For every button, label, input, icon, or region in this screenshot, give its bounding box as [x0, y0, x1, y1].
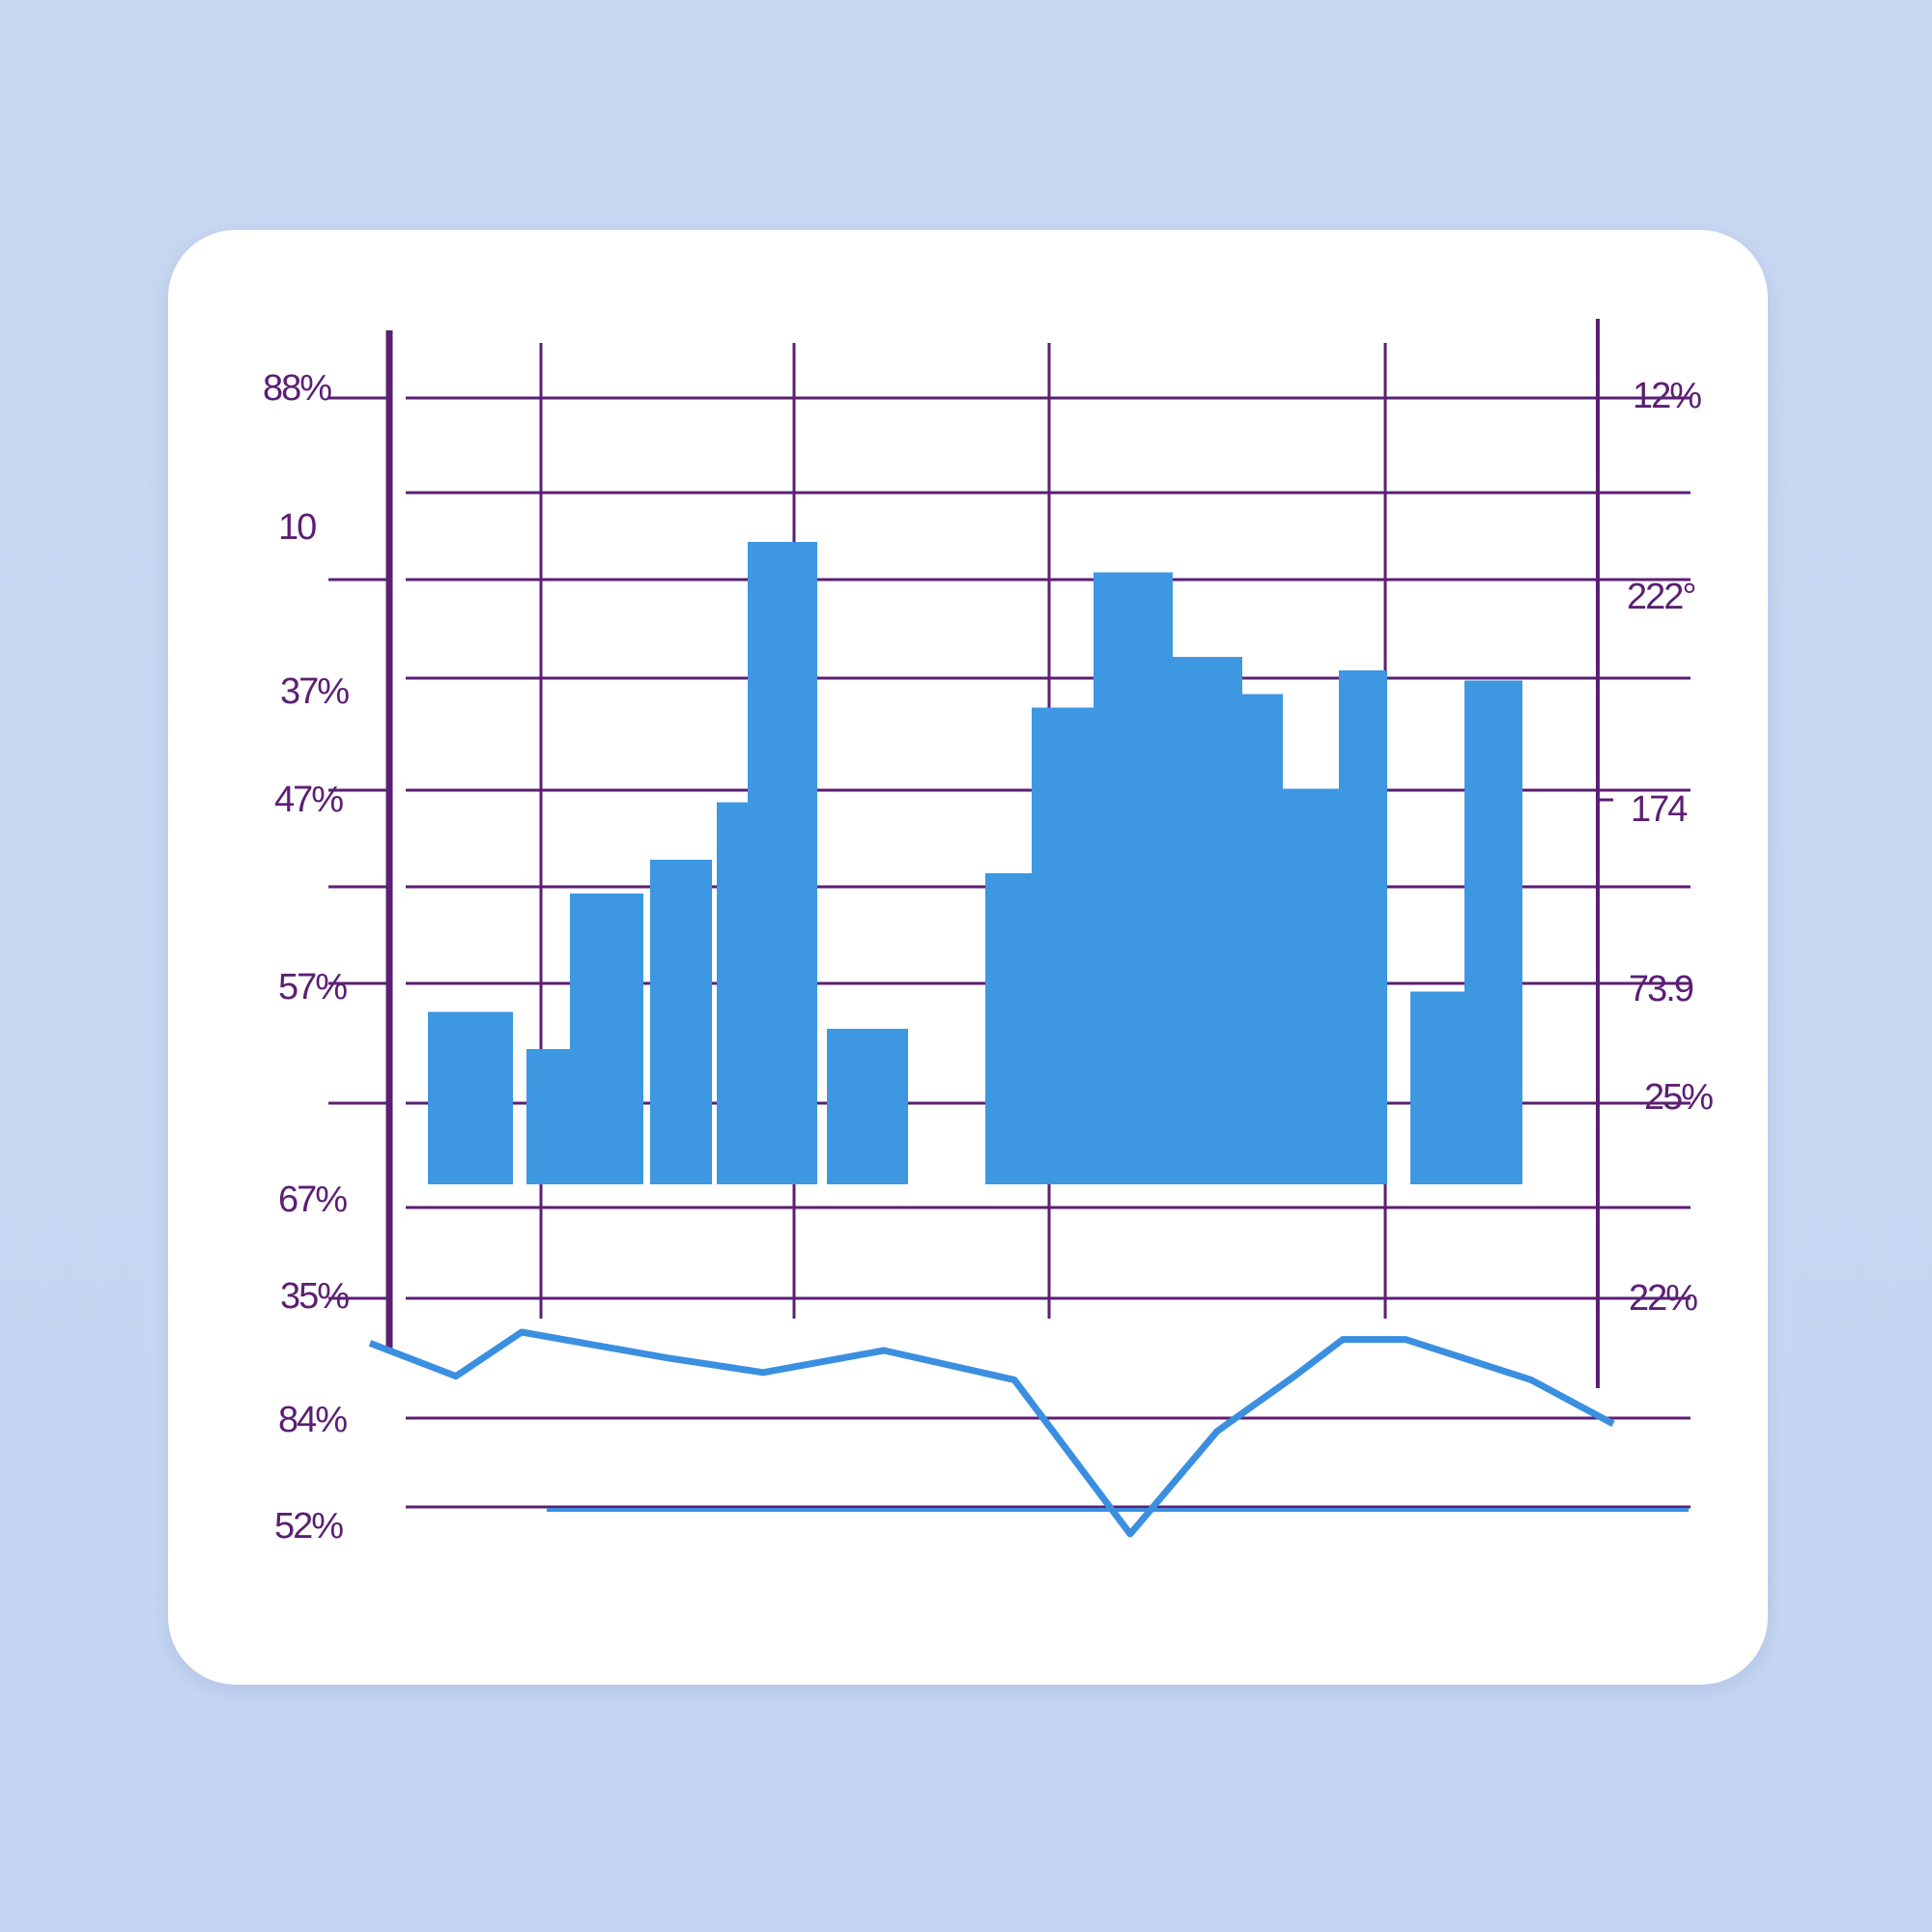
bar — [650, 860, 712, 1184]
left-tick-label: 10 — [278, 507, 316, 548]
left-tick-label: 57% — [278, 967, 347, 1008]
right-tick-label: 22% — [1629, 1278, 1697, 1319]
right-tick-label: 174 — [1631, 789, 1688, 830]
bar — [428, 1011, 513, 1184]
bar-series — [428, 542, 1522, 1184]
bar — [748, 542, 817, 1184]
bar — [1206, 694, 1283, 1184]
line-path — [368, 1328, 1615, 1538]
bar — [827, 1029, 908, 1184]
left-tick-label: 67% — [278, 1179, 347, 1220]
bar — [1464, 680, 1522, 1184]
bar — [526, 1049, 577, 1184]
right-tick-label: 73.9 — [1629, 969, 1693, 1009]
right-tick-label: 12% — [1633, 376, 1701, 416]
left-tick-label: 88% — [263, 368, 331, 409]
bar — [570, 894, 643, 1184]
left-tick-label: 52% — [274, 1506, 343, 1547]
bar — [1410, 991, 1466, 1184]
line-series — [368, 1328, 1689, 1538]
right-tick-label: 25% — [1644, 1077, 1713, 1118]
left-tick-label: 47% — [274, 780, 343, 820]
left-tick-label: 84% — [278, 1400, 347, 1440]
right-tick-label: 222° — [1627, 577, 1695, 617]
tick-labels: 88% 10 37% 47% 57% 67% 35% 84% 52% 12% 2… — [263, 368, 1715, 1547]
left-tick-label: 35% — [280, 1276, 349, 1317]
bar — [1339, 670, 1387, 1184]
left-tick-label: 37% — [280, 671, 349, 712]
